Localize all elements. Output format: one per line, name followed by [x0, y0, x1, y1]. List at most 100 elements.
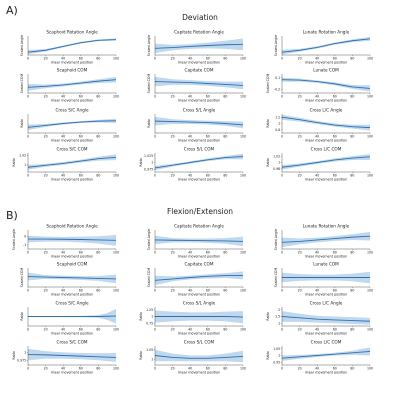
- x-tick-label: 100: [240, 328, 246, 332]
- y-axis-label: Scaled Angle: [274, 35, 278, 56]
- x-tick-label: 100: [367, 328, 373, 332]
- x-tick-label: 100: [240, 135, 246, 139]
- y-tick-label: -1: [23, 243, 26, 247]
- confidence-band: [155, 154, 243, 170]
- y-axis-label: Scaled Angle: [274, 229, 278, 250]
- subplot-title: Capitate Rotation Angle: [174, 30, 224, 35]
- y-axis-label: Ratio: [20, 119, 24, 127]
- x-axis-label: linear movement position: [305, 61, 347, 65]
- y-axis-label: Scaled COM: [274, 267, 278, 287]
- subplot-title: Cross S/C COM: [57, 147, 88, 152]
- y-tick-label: 1.25: [146, 308, 153, 312]
- y-tick-label: 1.05: [146, 348, 153, 352]
- y-axis-label: Scaled COM: [266, 73, 270, 93]
- x-tick-label: 0: [281, 95, 283, 99]
- x-tick-label: 100: [240, 367, 246, 371]
- x-tick-label: 0: [281, 367, 283, 371]
- x-tick-label: 80: [350, 367, 354, 371]
- x-tick-label: 80: [350, 328, 354, 332]
- x-tick-label: 80: [223, 95, 227, 99]
- section-b-heading: Flexion/Extension: [167, 207, 233, 216]
- subplot-title: Cross S/C COM: [57, 340, 88, 345]
- x-tick-label: 0: [281, 289, 283, 293]
- x-tick-label: 100: [113, 289, 119, 293]
- section-a-heading: Deviation: [182, 13, 218, 22]
- x-tick-label: 80: [96, 367, 100, 371]
- subplot-title: Lunate Rotation Angle: [303, 30, 350, 35]
- x-tick-label: 20: [171, 95, 175, 99]
- x-tick-label: 100: [113, 251, 119, 255]
- subplot-title: Scaphoid Rotation Angle: [46, 224, 98, 229]
- y-tick-label: 1: [151, 315, 153, 319]
- x-tick-label: 20: [298, 95, 302, 99]
- x-tick-label: 0: [27, 328, 29, 332]
- y-tick-label: 0.975: [144, 167, 153, 171]
- x-tick-label: 80: [96, 289, 100, 293]
- x-tick-label: 100: [367, 251, 373, 255]
- y-axis-label: Ratio: [266, 351, 270, 359]
- x-tick-label: 80: [223, 57, 227, 61]
- section-a-label: A): [6, 4, 18, 17]
- subplot-title: Capitate COM: [185, 262, 214, 267]
- x-tick-label: 100: [367, 95, 373, 99]
- subplot-title: Scaphoid COM: [57, 262, 88, 267]
- y-tick-label: 1: [278, 161, 280, 165]
- x-tick-label: 0: [27, 251, 29, 255]
- x-tick-label: 20: [298, 174, 302, 178]
- x-tick-label: 80: [223, 367, 227, 371]
- x-tick-label: 20: [44, 135, 48, 139]
- y-tick-label: 1: [278, 354, 280, 358]
- subplot-title: Scaphoid Rotation Angle: [46, 30, 98, 35]
- confidence-band: [28, 349, 116, 362]
- x-tick-label: 20: [298, 251, 302, 255]
- x-axis-label: linear movement position: [51, 178, 93, 182]
- mean-line: [28, 157, 116, 167]
- x-tick-label: 100: [367, 367, 373, 371]
- y-axis-label: Ratio: [139, 351, 143, 359]
- x-tick-label: 0: [281, 174, 283, 178]
- x-tick-label: 0: [154, 57, 156, 61]
- subplot-title: Cross S/C Angle: [55, 301, 88, 306]
- x-tick-label: 20: [44, 57, 48, 61]
- x-tick-label: 100: [240, 174, 246, 178]
- subplot-title: Cross S/L Angle: [183, 108, 216, 113]
- x-axis-label: linear movement position: [305, 99, 347, 103]
- x-tick-label: 100: [113, 367, 119, 371]
- confidence-band: [155, 271, 243, 285]
- x-tick-label: 80: [96, 57, 100, 61]
- y-tick-label: 1: [278, 122, 280, 126]
- confidence-band: [282, 154, 370, 170]
- x-tick-label: 100: [113, 57, 119, 61]
- y-tick-label: 0.95: [273, 360, 280, 364]
- x-axis-label: linear movement position: [51, 139, 93, 143]
- y-tick-label: 1.025: [144, 154, 153, 158]
- x-tick-label: 80: [350, 95, 354, 99]
- x-tick-label: 100: [240, 57, 246, 61]
- x-tick-label: 0: [281, 135, 283, 139]
- x-tick-label: 80: [96, 95, 100, 99]
- x-tick-label: 80: [223, 289, 227, 293]
- subplot-title: Capitate Rotation Angle: [174, 224, 224, 229]
- y-axis-label: Ratio: [266, 158, 270, 166]
- x-tick-label: 80: [96, 251, 100, 255]
- x-tick-label: 100: [240, 251, 246, 255]
- x-tick-label: 0: [154, 95, 156, 99]
- x-axis-label: linear movement position: [178, 332, 220, 336]
- x-tick-label: 20: [171, 367, 175, 371]
- x-axis-label: linear movement position: [178, 371, 220, 375]
- x-tick-label: 80: [223, 174, 227, 178]
- y-axis-label: Ratio: [20, 312, 24, 320]
- x-tick-label: 20: [44, 328, 48, 332]
- subplot-title: Lunate Rotation Angle: [303, 224, 350, 229]
- y-tick-label: 1.2: [275, 115, 280, 119]
- y-tick-label: 1: [151, 161, 153, 165]
- y-axis-label: Ratio: [12, 351, 16, 359]
